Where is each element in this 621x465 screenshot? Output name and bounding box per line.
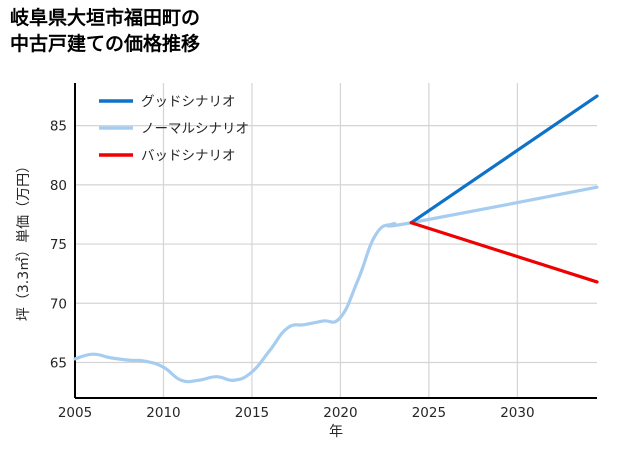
y-gridlines xyxy=(75,125,597,364)
y-tick-label: 70 xyxy=(50,296,67,312)
y-tick-label: 85 xyxy=(50,119,67,135)
y-tick-labels: 65 70 75 80 85 xyxy=(50,119,67,372)
x-tick-label: 2010 xyxy=(146,405,180,421)
plot-area-background xyxy=(75,83,597,398)
x-axis-title: 年 xyxy=(329,424,343,440)
x-tick-label: 2005 xyxy=(58,405,92,421)
series-line-normal xyxy=(73,185,599,384)
page-title: 岐阜県大垣市福田町の 中古戸建ての価格推移 xyxy=(10,8,201,56)
x-tick-label: 2025 xyxy=(412,405,446,421)
legend-label-2: バッドシナリオ xyxy=(141,148,236,164)
x-tick-label: 2015 xyxy=(235,405,269,421)
y-tick-label: 65 xyxy=(50,355,67,371)
legend-label-1: ノーマルシナリオ xyxy=(141,121,249,137)
x-tick-label: 2020 xyxy=(323,405,357,421)
data-series-group xyxy=(73,94,599,384)
y-tick-label: 80 xyxy=(50,178,67,194)
x-tick-labels: 2005 2010 2015 2020 2025 2030 xyxy=(58,405,535,421)
y-axis-title: 坪（3.3㎡）単価（万円） xyxy=(16,159,32,321)
legend-label-0: グッドシナリオ xyxy=(141,94,236,110)
series-line-bad xyxy=(409,221,599,284)
series-line-good xyxy=(409,94,599,225)
x-tick-label: 2030 xyxy=(500,405,534,421)
y-tick-label: 75 xyxy=(50,237,67,253)
